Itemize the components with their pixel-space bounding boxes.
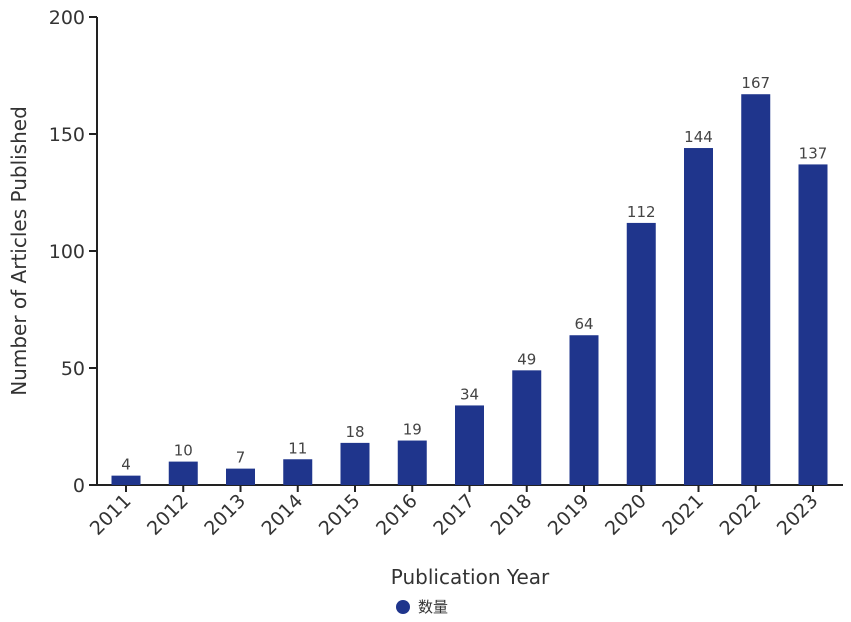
x-axis: 2011 2012 2013 2014 2015 2016 2017 2018 2019 2020… [86,484,843,540]
data-label: 144 [684,128,713,146]
data-label: 167 [741,74,770,92]
data-label: 7 [236,449,246,467]
data-label: 49 [517,350,536,368]
data-label: 11 [288,439,307,457]
x-tick-label: 2016 [372,490,422,540]
y-tick-label: 150 [49,124,85,146]
data-label: 18 [345,423,364,441]
y-axis-title: Number of Articles Published [7,106,31,396]
x-tick-label: 2011 [86,490,136,540]
data-label: 4 [121,456,131,474]
bar [741,94,771,485]
data-label: 34 [460,385,479,403]
y-axis: 0 50 100 150 200 [49,7,98,497]
x-tick-label: 2017 [429,490,479,540]
data-label: 112 [627,203,656,221]
bar [340,442,370,485]
bars [111,94,828,486]
data-label: 19 [403,421,422,439]
data-label: 137 [799,144,828,162]
bar [512,370,542,485]
bar [798,164,828,486]
y-tick-label: 200 [49,7,85,29]
bar [626,222,656,486]
data-label: 10 [174,442,193,460]
x-axis-title: Publication Year [391,565,550,589]
legend: 数量 [396,598,448,616]
x-tick-label: 2023 [773,490,823,540]
y-tick-label: 100 [49,241,85,263]
legend-label: 数量 [418,598,448,616]
data-label: 64 [574,315,593,333]
bar [283,459,313,485]
bar [569,335,599,485]
bar [684,148,713,486]
x-tick-label: 2012 [143,490,193,540]
y-tick-label: 50 [61,358,85,380]
data-labels: 4 10 7 11 18 19 34 49 64 112 144 167 137 [121,74,827,473]
bar [397,440,427,485]
x-tick-label: 2014 [258,490,308,540]
x-tick-label: 2020 [601,490,651,540]
y-tick-label: 0 [73,475,85,497]
x-tick-label: 2015 [315,490,365,540]
x-tick-label: 2019 [544,490,594,540]
bar [226,468,255,485]
bar [111,475,141,485]
legend-marker [396,600,410,614]
x-tick-label: 2021 [658,490,708,540]
x-tick-label: 2013 [200,490,250,540]
x-tick-label: 2018 [487,490,537,540]
bar [168,461,198,485]
bar [455,405,484,485]
x-tick-label: 2022 [716,490,766,540]
